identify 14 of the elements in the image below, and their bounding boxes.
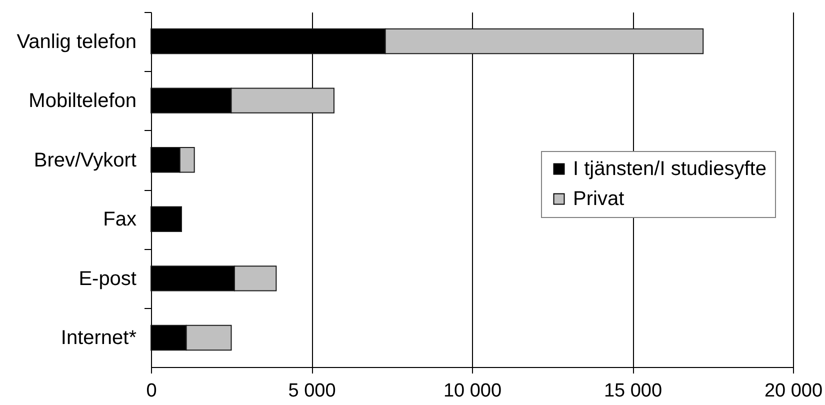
y-tick-label: Vanlig telefon [16, 30, 136, 53]
x-tick-label: 20 000 [764, 380, 823, 402]
y-tick-label: Internet* [60, 327, 137, 350]
x-tick-label: 15 000 [604, 380, 662, 402]
y-tick-label: E-post [78, 268, 137, 290]
y-tick-label: Mobiltelefon [28, 90, 136, 112]
y-tick-label: Fax [103, 208, 136, 231]
x-tick-label: 10 000 [443, 380, 502, 402]
legend-label: I tjänsten/I studiesyfte [573, 158, 766, 180]
y-tick-label: Brev/Vykort [34, 149, 137, 172]
legend-label: Privat [573, 188, 625, 210]
x-tick-label: 0 [146, 380, 157, 402]
bar [150, 206, 182, 232]
x-tick-label: 5 000 [288, 380, 336, 402]
